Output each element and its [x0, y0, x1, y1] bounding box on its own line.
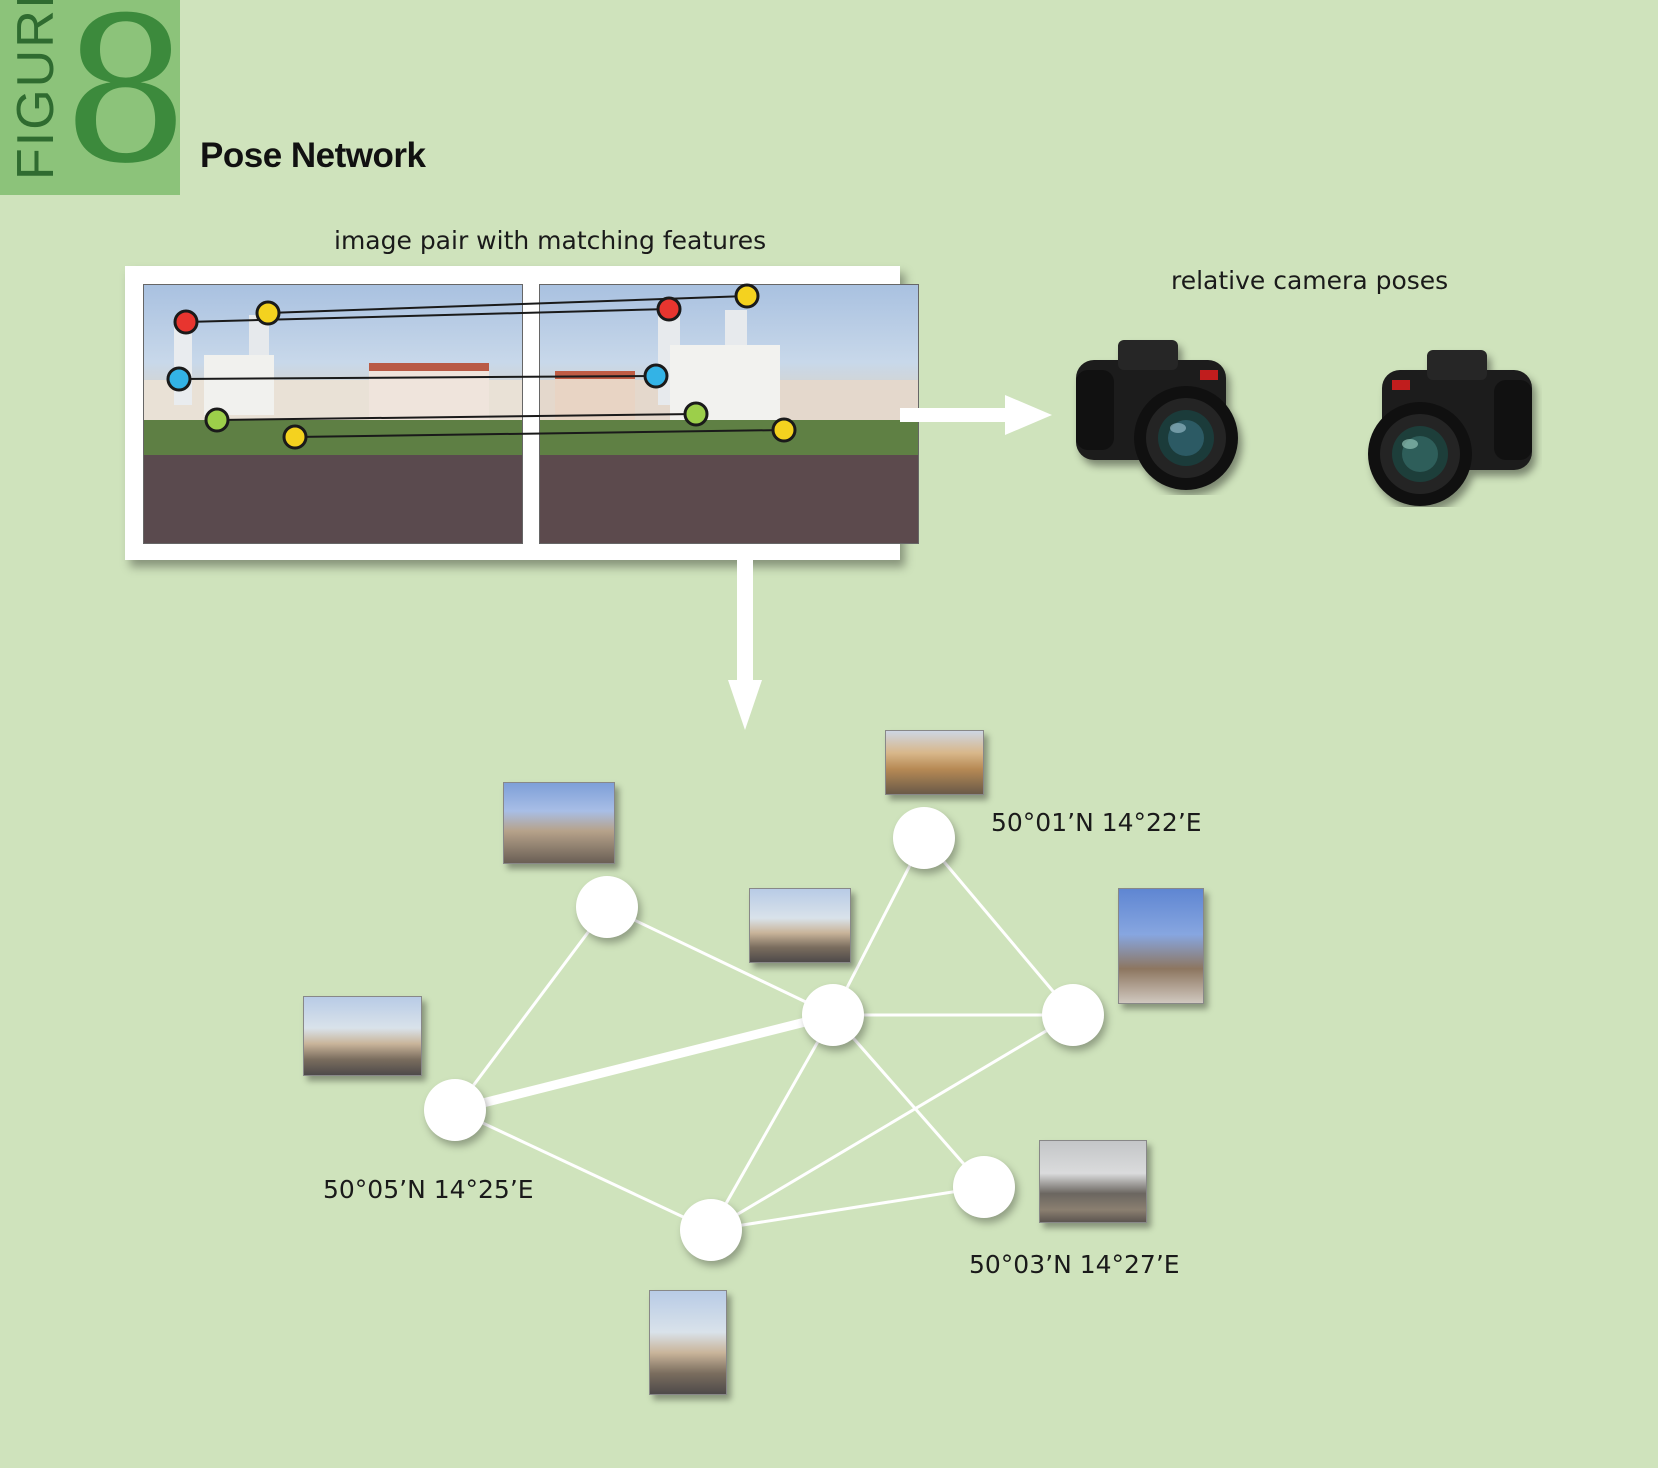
- feature-point-yellow-left-2: [282, 424, 308, 450]
- arrow-icon-down: [728, 560, 762, 730]
- thumbnail-photo: [749, 888, 851, 963]
- dslr-camera-icon: [1076, 340, 1238, 490]
- right-photo: [539, 284, 919, 544]
- match-line-green: [216, 413, 697, 421]
- left-photo: [143, 284, 523, 544]
- match-line-yellow-bottom: [294, 429, 785, 438]
- network-edge: [454, 1108, 712, 1232]
- coordinate-label-left: 50°05’N 14°25’E: [323, 1175, 534, 1204]
- network-node: [953, 1156, 1015, 1218]
- network-edge: [709, 1014, 835, 1231]
- network-node: [893, 807, 955, 869]
- network-edge: [831, 1014, 986, 1188]
- network-edge: [606, 905, 834, 1017]
- figure-title: Pose Network: [200, 136, 426, 175]
- feature-point-red-right: [656, 296, 682, 322]
- feature-point-green-right: [683, 401, 709, 427]
- network-edge: [710, 1185, 985, 1232]
- feature-point-blue-right: [643, 363, 669, 389]
- thumbnail-photo: [649, 1290, 727, 1395]
- feature-point-blue-left: [166, 366, 192, 392]
- arrow-icon-right: [900, 395, 1052, 435]
- coordinate-label-bottom-right: 50°03’N 14°27’E: [969, 1250, 1180, 1279]
- feature-point-red-left: [173, 309, 199, 335]
- figure-badge: FIGURE 8: [0, 0, 180, 195]
- thumbnail-photo: [503, 782, 615, 864]
- network-edge: [831, 837, 926, 1016]
- right-photo-scene: [540, 305, 918, 543]
- coordinate-label-top: 50°01’N 14°22’E: [991, 808, 1202, 837]
- feature-point-yellow-right-2: [771, 417, 797, 443]
- network-edge: [453, 906, 609, 1111]
- thumbnail-photo: [303, 996, 422, 1076]
- feature-point-green-left: [204, 407, 230, 433]
- network-edge-strong: [453, 1010, 835, 1115]
- network-edge: [922, 837, 1075, 1016]
- network-edge: [710, 1013, 1074, 1232]
- network-node: [424, 1079, 486, 1141]
- feature-point-yellow-left: [255, 300, 281, 326]
- feature-matches: [166, 283, 797, 450]
- camera-poses-label: relative camera poses: [1171, 266, 1449, 295]
- match-line-blue: [178, 375, 657, 380]
- network-node: [1042, 984, 1104, 1046]
- figure-number: 8: [62, 0, 180, 195]
- feature-point-yellow-right: [734, 283, 760, 309]
- thumbnail-photo: [885, 730, 984, 795]
- left-photo-scene: [144, 315, 522, 543]
- network-node: [680, 1199, 742, 1261]
- thumbnail-photo: [1039, 1140, 1147, 1223]
- image-pair-label: image pair with matching features: [334, 226, 767, 255]
- dslr-camera-icon: [1368, 350, 1532, 506]
- thumbnail-photo: [1118, 888, 1204, 1004]
- network-node: [802, 984, 864, 1046]
- network-node: [576, 876, 638, 938]
- image-pair-frame: [125, 266, 919, 560]
